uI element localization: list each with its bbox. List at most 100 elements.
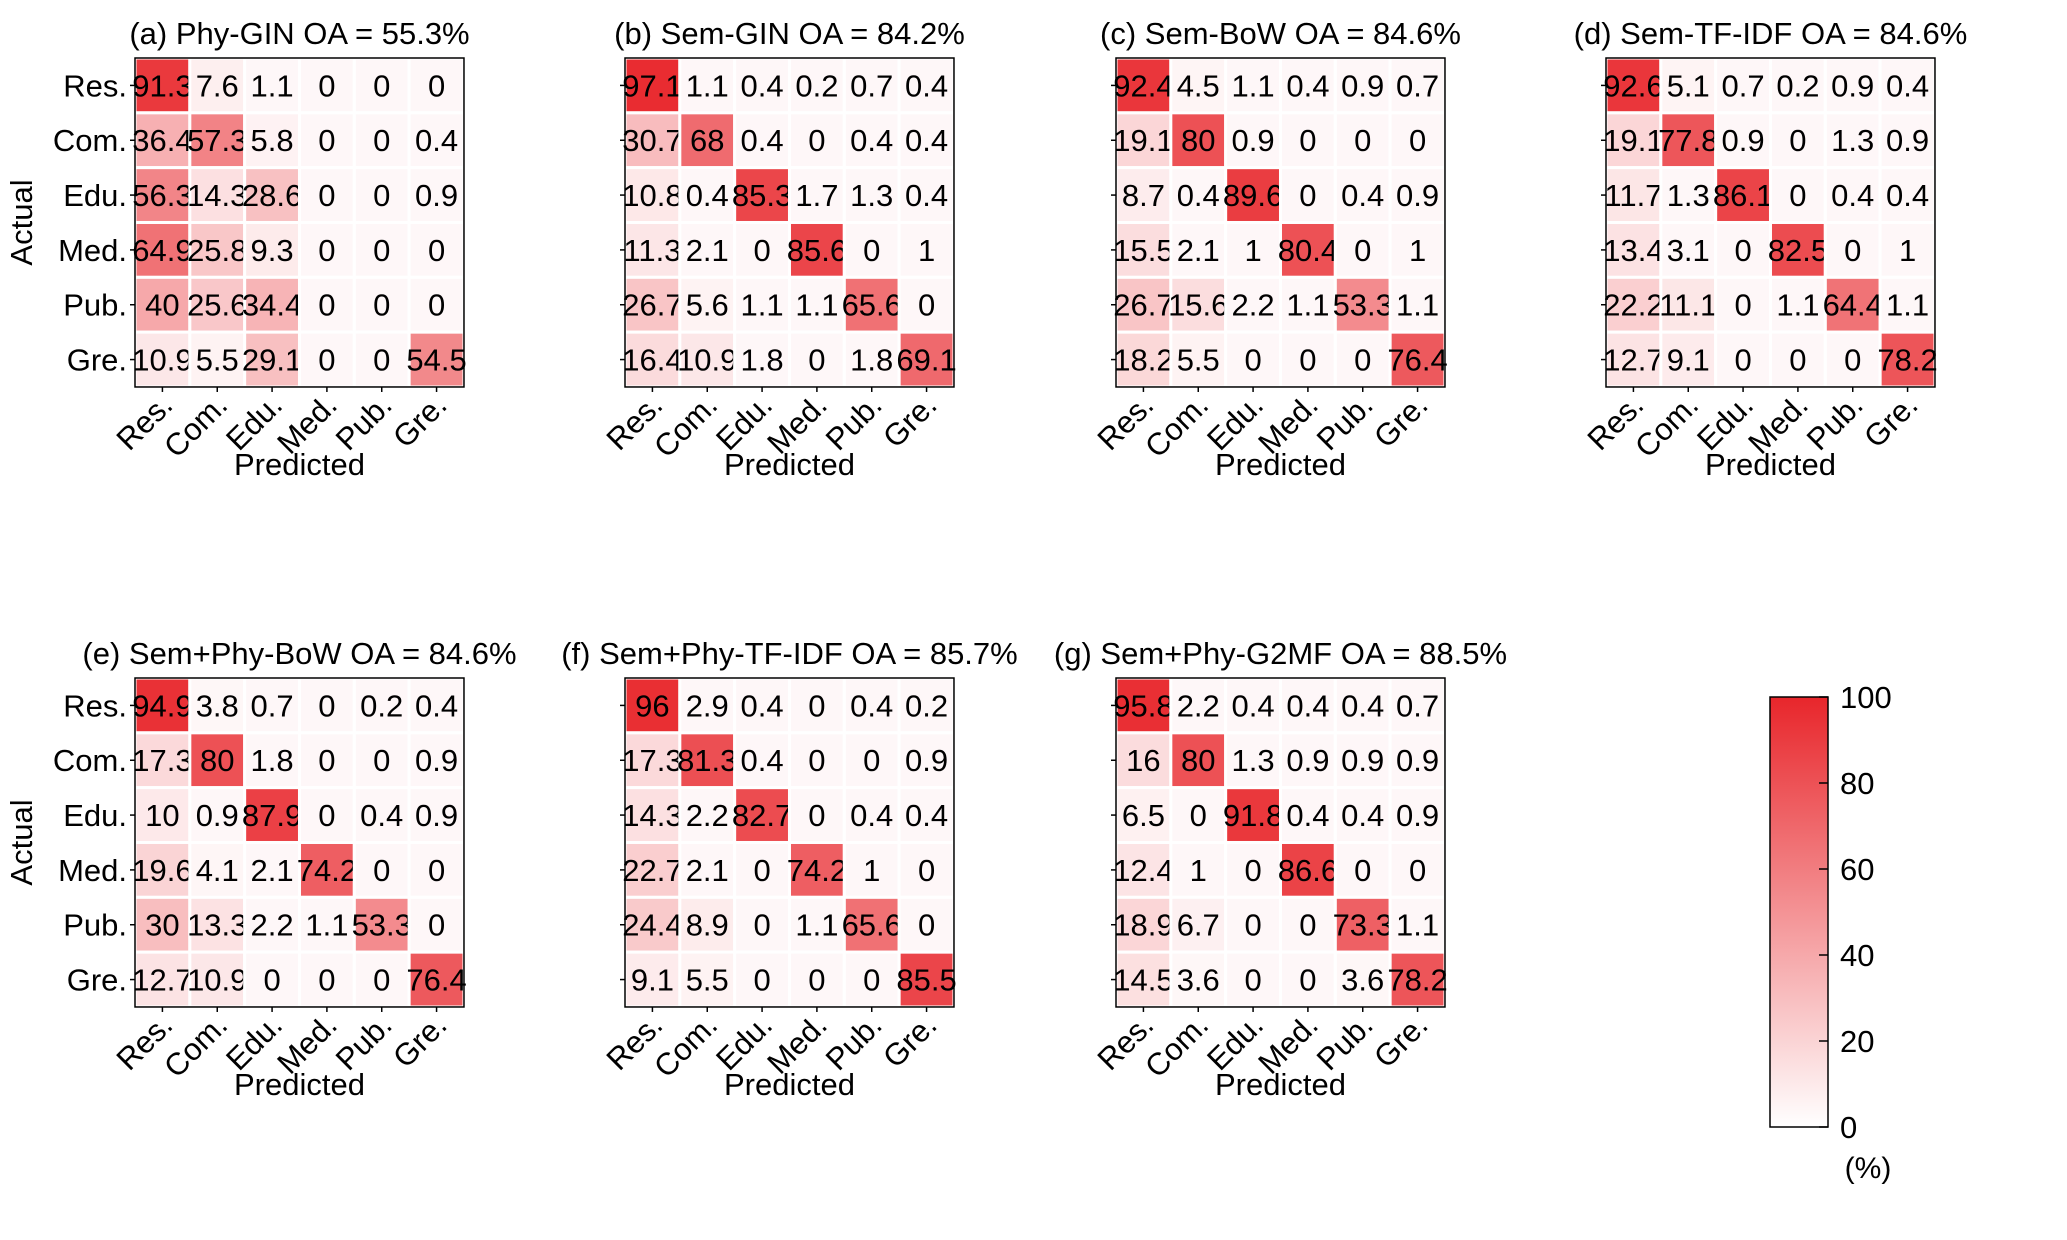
cell-value-label: 11.1 — [1659, 288, 1717, 323]
cell-value-label: 0.9 — [1722, 123, 1765, 158]
y-tick-label: Res. — [63, 688, 127, 723]
heatmap-panel: (c) Sem-BoW OA = 84.6% 92.4 4.5 1.1 0.4 0.9 0.… — [1091, 16, 1461, 482]
cell-value-label: 0 — [753, 853, 770, 888]
cell-value-label: 0 — [318, 798, 335, 833]
cell-value-label: 15.6 — [1168, 288, 1228, 323]
cell-value-label: 0 — [373, 853, 390, 888]
cell-value-label: 0.9 — [905, 743, 948, 778]
heatmap-cell — [678, 676, 737, 735]
cell-value-label: 0.4 — [741, 688, 784, 723]
cell-value-label: 19.1 — [1603, 123, 1663, 158]
cell-value-label: 0 — [318, 688, 335, 723]
cell-value-label: 0 — [1734, 288, 1751, 323]
x-axis-label: Predicted — [234, 447, 365, 482]
heatmap-cell — [1714, 166, 1772, 224]
cell-value-label: 2.2 — [1232, 288, 1275, 323]
cell-value-label: 0.4 — [1286, 68, 1329, 103]
heatmap-cell — [1604, 111, 1663, 170]
heatmap-cell — [1388, 166, 1447, 224]
heatmap-cell — [1169, 840, 1228, 899]
heatmap-cell — [842, 786, 901, 844]
cell-value-label: 0 — [1244, 343, 1261, 378]
cell-value-label: 1 — [1899, 233, 1916, 268]
cell-value-label: 0.4 — [415, 688, 458, 723]
cell-value-label: 65.6 — [842, 288, 902, 323]
cell-value-label: 1 — [1244, 233, 1261, 268]
cell-value-label: 0.9 — [1886, 123, 1929, 158]
cell-value-label: 0.9 — [1341, 68, 1384, 103]
cell-value-label: 85.6 — [787, 233, 847, 268]
heatmap-panel: (d) Sem-TF-IDF OA = 84.6% 92.6 5.1 0.7 0.2 0.… — [1574, 16, 1968, 482]
cell-value-label: 12.7 — [132, 963, 192, 998]
heatmap-cell — [842, 840, 901, 899]
cell-value-label: 0 — [1190, 798, 1207, 833]
heatmap-frame — [624, 677, 955, 1008]
cell-value-label: 7.6 — [196, 68, 239, 103]
x-tick-label: Gre. — [386, 1007, 453, 1074]
heatmap-cell — [407, 220, 466, 279]
cell-value-label: 57.3 — [187, 123, 247, 158]
heatmap-cell — [733, 111, 791, 170]
y-tick-label: Gre. — [67, 963, 127, 998]
cell-value-label: 0.4 — [1232, 688, 1275, 723]
cell-value-label: 54.5 — [406, 343, 466, 378]
cell-value-label: 68 — [690, 123, 724, 158]
cell-value-label: 76.4 — [1387, 343, 1447, 378]
cell-value-label: 0 — [1734, 233, 1751, 268]
cell-value-label: 80 — [1181, 743, 1215, 778]
cell-value-label: 3.6 — [1341, 963, 1384, 998]
cell-value-label: 25.6 — [187, 288, 247, 323]
cell-value-label: 1.3 — [1831, 123, 1874, 158]
cell-value-label: 0 — [1734, 343, 1751, 378]
cell-value-label: 26.7 — [1113, 288, 1173, 323]
heatmap-cell — [1388, 840, 1447, 899]
colorbar: 100 80 60 40 20 0 (%) — [1769, 680, 1892, 1185]
cell-value-label: 16.4 — [622, 343, 682, 378]
cell-value-label: 69.1 — [896, 343, 956, 378]
cell-value-label: 18.9 — [1113, 908, 1173, 943]
cell-value-label: 82.7 — [732, 798, 792, 833]
heatmap-cell — [1169, 111, 1228, 170]
cell-value-label: 9.1 — [1667, 343, 1710, 378]
heatmap-cell — [1878, 166, 1937, 224]
cell-value-label: 1.1 — [1776, 288, 1819, 323]
y-tick-label: Com. — [53, 123, 127, 158]
heatmap-panel: (b) Sem-GIN OA = 84.2%97.1 1.1 0.4 0.2 0.7 0.… — [600, 16, 965, 482]
cell-value-label: 0 — [753, 908, 770, 943]
cell-value-label: 1.1 — [1232, 68, 1275, 103]
cell-value-label: 89.6 — [1223, 178, 1283, 213]
heatmap-cell — [623, 895, 682, 954]
cell-value-label: 0 — [918, 853, 935, 888]
cell-value-label: 0.9 — [415, 798, 458, 833]
cell-value-label: 0.9 — [1341, 743, 1384, 778]
cell-value-label: 5.6 — [686, 288, 729, 323]
heatmap-cell — [1388, 330, 1447, 389]
cell-value-label: 2.9 — [686, 688, 729, 723]
heatmap-panel: (g) Sem+Phy-G2MF OA = 88.5% 95.8 2.2 0.4 0.4… — [1054, 636, 1507, 1102]
cell-value-label: 0.4 — [850, 798, 893, 833]
cell-value-label: 1.7 — [795, 178, 838, 213]
cell-value-label: 0.2 — [1776, 68, 1819, 103]
heatmap-cell — [678, 220, 737, 279]
heatmap-cell — [1333, 220, 1392, 279]
cell-value-label: 24.4 — [622, 908, 682, 943]
cell-value-label: 94.9 — [132, 688, 192, 723]
cell-value-label: 0.9 — [1286, 743, 1329, 778]
cell-value-label: 13.4 — [1603, 233, 1663, 268]
cell-value-label: 78.2 — [1877, 343, 1937, 378]
cell-value-label: 0 — [1354, 233, 1371, 268]
cell-value-label: 0 — [428, 233, 445, 268]
cell-value-label: 0.4 — [1341, 178, 1384, 213]
heatmap-cell — [678, 950, 737, 1009]
cell-value-label: 0 — [1299, 963, 1316, 998]
cell-value-label: 0.4 — [1286, 688, 1329, 723]
cell-value-label: 40 — [145, 288, 179, 323]
heatmap-cell — [787, 731, 846, 790]
cell-value-label: 30 — [145, 908, 179, 943]
heatmap-cell — [352, 220, 411, 279]
heatmap-cell — [1278, 840, 1337, 899]
x-axis-label: Predicted — [1215, 1067, 1346, 1102]
heatmap-cell — [1278, 731, 1337, 790]
cell-value-label: 0 — [1844, 343, 1861, 378]
cell-value-label: 0 — [808, 963, 825, 998]
